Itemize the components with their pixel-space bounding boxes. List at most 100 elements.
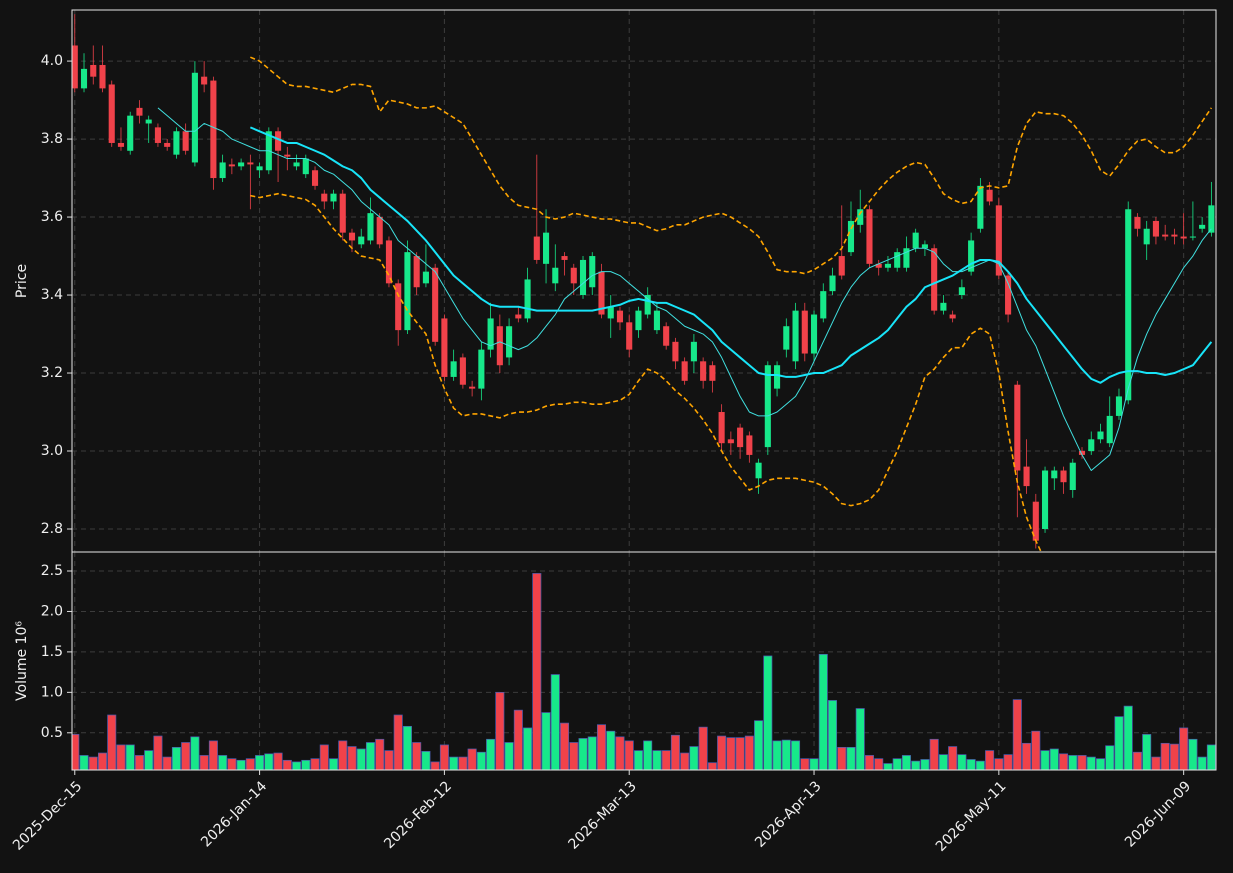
candle-body: [792, 310, 799, 362]
candle-body: [764, 365, 771, 448]
candle-body: [348, 232, 356, 241]
volume-bar: [125, 744, 135, 770]
volume-bar: [1022, 742, 1032, 770]
candle-body: [626, 322, 633, 350]
candle-body: [275, 131, 282, 151]
volume-bar: [1059, 753, 1069, 770]
candle-body: [127, 115, 134, 151]
volume-bar: [569, 742, 579, 770]
candle-body: [302, 158, 309, 175]
candle-body: [653, 310, 660, 331]
volume-bar: [1197, 756, 1207, 770]
volume-bar: [652, 750, 662, 770]
candle-body: [672, 341, 679, 362]
volume-bar: [1003, 754, 1013, 770]
candle-body: [616, 310, 624, 323]
candle-body: [1032, 501, 1039, 541]
candle-body: [570, 267, 577, 284]
candle-body: [238, 162, 245, 167]
volume-bar: [1086, 756, 1096, 770]
volume-bar: [1188, 738, 1198, 770]
volume-bar: [310, 758, 320, 770]
candle-body: [820, 291, 827, 319]
candle-body: [422, 271, 429, 284]
candle-body: [117, 142, 125, 147]
volume-bar: [144, 750, 154, 770]
volume-bar: [1095, 758, 1105, 770]
candle-body: [894, 252, 901, 268]
candle-body: [284, 154, 291, 157]
volume-bar: [402, 725, 412, 770]
candle-body: [986, 189, 993, 202]
volume-bar: [412, 742, 422, 770]
volume-bar: [1179, 727, 1189, 770]
candle-body: [1134, 217, 1141, 229]
volume-bar: [901, 755, 911, 770]
candle-body: [404, 252, 411, 331]
volume-bar: [208, 740, 218, 770]
volume-bar: [781, 739, 791, 770]
volume-bar: [282, 759, 292, 770]
volume-bar: [495, 691, 505, 770]
volume-bar: [855, 708, 865, 770]
volume-bar: [828, 700, 838, 770]
candle-body: [432, 267, 439, 342]
volume-bar: [430, 761, 440, 770]
volume-bar: [985, 750, 995, 770]
y-tick-label: 2.5: [41, 563, 63, 579]
candle-body: [635, 310, 642, 331]
candle-body: [154, 127, 161, 143]
volume-bar: [550, 674, 560, 770]
candle-body: [838, 256, 845, 276]
volume-bar: [846, 747, 856, 770]
candle-body: [136, 107, 143, 116]
volume-bar: [1012, 699, 1022, 770]
volume-bar: [1105, 745, 1115, 770]
volume-bar: [809, 758, 819, 770]
volume-bar: [975, 760, 985, 770]
volume-bar: [1031, 730, 1041, 770]
volume-bar: [356, 748, 366, 770]
volume-bar: [1049, 748, 1059, 770]
volume-bar: [929, 738, 939, 770]
volume-bar: [273, 752, 283, 770]
volume-bar: [874, 758, 884, 770]
volume-bar: [680, 752, 690, 770]
volume-bar: [227, 758, 237, 770]
volume-bar: [735, 737, 745, 770]
volume-bar: [754, 720, 764, 770]
volume-bar: [375, 738, 385, 770]
volume-bar: [541, 712, 551, 770]
volume-bar: [726, 737, 736, 770]
volume-bar: [763, 655, 773, 770]
candle-body: [72, 45, 78, 89]
volume-bar: [532, 573, 542, 770]
volume-bar: [1040, 750, 1050, 770]
volume-bar: [162, 756, 172, 770]
volume-bar: [134, 755, 144, 770]
volume-bar: [920, 759, 930, 770]
volume-bar: [97, 752, 108, 770]
price-axis-label: Price: [14, 264, 30, 298]
candle-body: [1180, 236, 1187, 239]
candle-body: [1199, 224, 1206, 229]
candle-body: [884, 263, 892, 268]
candle-body: [506, 326, 513, 358]
candle-body: [228, 164, 235, 167]
candle-body: [524, 279, 531, 319]
candle-body: [1069, 462, 1076, 491]
candle-body: [875, 263, 882, 268]
volume-bar: [698, 726, 708, 770]
candle-body: [311, 170, 319, 186]
volume-bar: [800, 758, 810, 770]
candle-body: [552, 267, 559, 284]
candle-body: [718, 412, 725, 444]
volume-bar: [938, 754, 948, 770]
indicator-line: [249, 126, 1213, 384]
y-tick-label: 4.0: [41, 53, 63, 69]
candle-body: [866, 209, 873, 264]
volume-bar: [994, 758, 1004, 770]
y-tick-label: 1.0: [41, 684, 63, 700]
